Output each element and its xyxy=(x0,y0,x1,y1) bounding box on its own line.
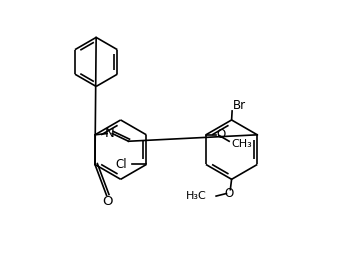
Text: Cl: Cl xyxy=(115,158,127,171)
Text: N: N xyxy=(104,127,114,140)
Text: CH₃: CH₃ xyxy=(231,139,252,149)
Text: O: O xyxy=(224,187,234,200)
Text: O: O xyxy=(102,195,112,208)
Text: O: O xyxy=(217,128,226,141)
Text: H₃C: H₃C xyxy=(186,191,207,201)
Text: Br: Br xyxy=(233,99,246,112)
